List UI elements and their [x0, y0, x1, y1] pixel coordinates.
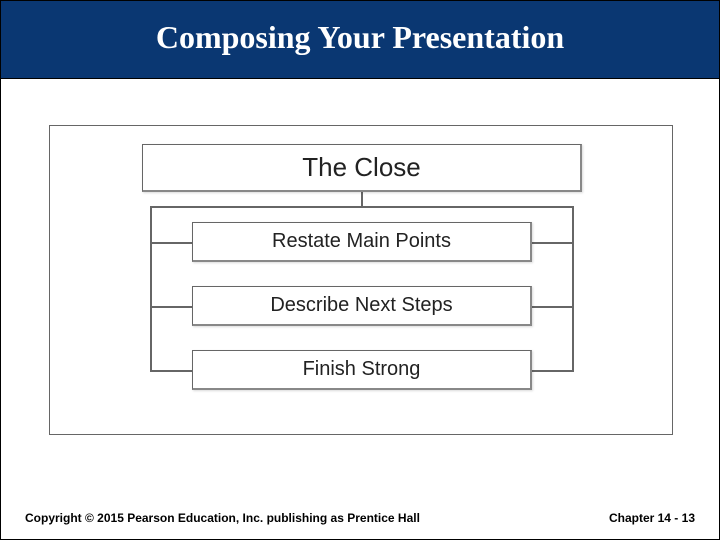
org-diagram: The Close Restate Main Points Describe N…: [49, 125, 673, 435]
org-tree: The Close Restate Main Points Describe N…: [50, 126, 672, 434]
connector: [150, 206, 574, 208]
connector: [150, 206, 152, 242]
slide-footer: Copyright © 2015 Pearson Education, Inc.…: [25, 511, 695, 525]
tree-root: The Close: [142, 144, 582, 192]
copyright-text: Copyright © 2015 Pearson Education, Inc.…: [25, 511, 420, 525]
connector: [361, 192, 363, 206]
connector: [532, 242, 574, 244]
slide: Composing Your Presentation The Close Re…: [0, 0, 720, 540]
tree-child: Describe Next Steps: [192, 286, 532, 326]
tree-child: Finish Strong: [192, 350, 532, 390]
connector: [150, 370, 192, 372]
connector: [150, 242, 192, 244]
connector: [532, 370, 574, 372]
connector: [572, 206, 574, 242]
connector: [532, 306, 574, 308]
slide-title: Composing Your Presentation: [1, 1, 719, 79]
page-reference: Chapter 14 - 13: [609, 511, 695, 525]
tree-child: Restate Main Points: [192, 222, 532, 262]
connector: [150, 306, 192, 308]
